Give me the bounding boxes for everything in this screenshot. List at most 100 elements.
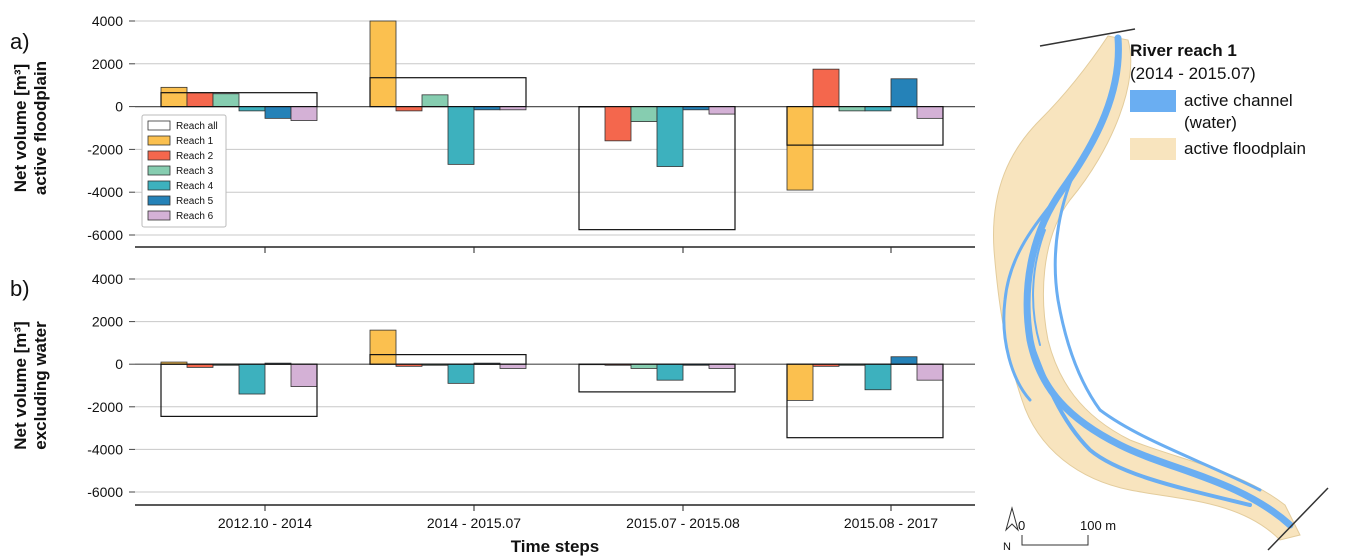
bar-reach-all bbox=[369, 354, 527, 365]
river-map: N0 100 m bbox=[992, 28, 1329, 553]
bar-reach-2 bbox=[395, 106, 423, 112]
bar-reach-3 bbox=[630, 363, 658, 369]
legend-swatch bbox=[147, 135, 171, 146]
bar-reach-2 bbox=[812, 68, 840, 108]
y-axis-label-line2: active floodplain bbox=[31, 61, 50, 195]
bar-reach-6 bbox=[290, 363, 318, 387]
bar-reach-6 bbox=[708, 106, 736, 115]
bar-reach-6 bbox=[916, 106, 944, 119]
y-axis-label-line2: excluding water bbox=[31, 321, 50, 450]
x-tick-label: 2012.10 - 2014 bbox=[218, 515, 312, 531]
panel-letter: a) bbox=[10, 29, 30, 54]
bar-reach-2 bbox=[604, 106, 632, 142]
panel-a: a) Net volume [m³] active floodplain 4000 20… bbox=[10, 13, 975, 253]
legend: Reach all Reach 1 Reach 2 Reach 3 Reach 4 Rea… bbox=[141, 114, 227, 228]
legend-label: Reach 4 bbox=[176, 181, 214, 192]
y-tick-label: 0 bbox=[115, 356, 123, 372]
bar-reach-3 bbox=[212, 93, 240, 108]
scale-end-label: 100 m bbox=[1080, 518, 1116, 533]
y-tick-label: -6000 bbox=[87, 484, 123, 500]
y-axis-label: Net volume [m³] bbox=[11, 64, 30, 192]
bar-reach-1 bbox=[786, 106, 814, 191]
channel-branch bbox=[1002, 188, 1064, 402]
x-tick-label: 2015.08 - 2017 bbox=[844, 515, 938, 531]
legend-swatch bbox=[147, 195, 171, 206]
bar-reach-4 bbox=[864, 363, 892, 391]
bar-reach-all bbox=[160, 92, 318, 108]
bar-reach-all bbox=[786, 105, 944, 146]
legend-label: Reach 2 bbox=[176, 151, 214, 162]
legend-swatch bbox=[147, 120, 171, 131]
y-tick-label: -2000 bbox=[87, 399, 123, 415]
bar-reach-4 bbox=[238, 363, 266, 395]
north-arrow-icon bbox=[1005, 506, 1019, 532]
channel-branch bbox=[1053, 158, 1102, 412]
floodplain-label: active floodplain bbox=[1184, 139, 1306, 158]
bar-reach-all bbox=[160, 363, 318, 417]
channel-branch bbox=[1032, 229, 1046, 346]
y-tick-label: -6000 bbox=[87, 227, 123, 243]
bar-reach-4 bbox=[447, 363, 475, 384]
map-legend-title: River reach 1 bbox=[1130, 41, 1237, 60]
bar-reach-all bbox=[578, 363, 736, 393]
legend-label: Reach 1 bbox=[176, 136, 214, 147]
y-tick-label: 4000 bbox=[92, 13, 123, 29]
bar-reach-all bbox=[578, 105, 736, 231]
y-axis-label: Net volume [m³] bbox=[11, 321, 30, 449]
bar-reach-4 bbox=[864, 106, 892, 112]
bar-reach-all bbox=[369, 77, 527, 108]
bar-reach-6 bbox=[499, 363, 527, 369]
bar-reach-1 bbox=[786, 363, 814, 401]
channel-label: active channel (water) bbox=[1184, 91, 1293, 132]
bar-reach-4 bbox=[656, 363, 684, 381]
bar-reach-1 bbox=[160, 86, 188, 107]
panel-letter: b) bbox=[10, 276, 30, 301]
bar-reach-4 bbox=[238, 106, 266, 112]
y-tick-label: 2000 bbox=[92, 314, 123, 330]
bar-reach-6 bbox=[290, 106, 318, 121]
y-tick-label: -4000 bbox=[87, 184, 123, 200]
x-tick-label: 2015.07 - 2015.08 bbox=[626, 515, 740, 531]
legend-swatch bbox=[147, 165, 171, 176]
legend-label: Reach 5 bbox=[176, 196, 214, 207]
x-tick-label: 2014 - 2015.07 bbox=[427, 515, 521, 531]
bar-reach-4 bbox=[447, 106, 475, 165]
legend-label: Reach all bbox=[176, 121, 218, 132]
bar-reach-1 bbox=[369, 329, 397, 365]
channel-swatch bbox=[1130, 90, 1176, 112]
y-tick-label: -2000 bbox=[87, 141, 123, 157]
scale-bar bbox=[1021, 535, 1089, 546]
map-legend-item-channel: active channel (water) bbox=[1130, 90, 1340, 134]
bar-reach-6 bbox=[708, 363, 736, 369]
y-tick-label: -4000 bbox=[87, 441, 123, 457]
bar-reach-2 bbox=[186, 92, 214, 108]
scale-start-label: 0 bbox=[1018, 518, 1025, 533]
x-axis-title: Time steps bbox=[511, 537, 600, 556]
map-legend-item-floodplain: active floodplain bbox=[1130, 138, 1340, 160]
floodplain-swatch bbox=[1130, 138, 1176, 160]
bar-reach-5 bbox=[890, 356, 918, 365]
map-legend: River reach 1 (2014 - 2015.07) active ch… bbox=[1130, 40, 1340, 160]
legend-swatch bbox=[147, 210, 171, 221]
bar-reach-5 bbox=[890, 78, 918, 107]
reach-boundary-downstream bbox=[1267, 487, 1329, 551]
panel-b: b) Net volume [m³] excluding water 4000 2000… bbox=[10, 271, 975, 556]
legend-label: Reach 3 bbox=[176, 166, 214, 177]
y-tick-label: 4000 bbox=[92, 271, 123, 287]
bar-reach-1 bbox=[369, 20, 397, 107]
bar-reach-3 bbox=[838, 106, 866, 112]
y-tick-label: 2000 bbox=[92, 56, 123, 72]
bar-reach-5 bbox=[264, 106, 292, 119]
legend-swatch bbox=[147, 150, 171, 161]
north-label: N bbox=[1003, 541, 1011, 553]
reach-boundary-upstream bbox=[1039, 28, 1136, 47]
legend-swatch bbox=[147, 180, 171, 191]
y-tick-label: 0 bbox=[115, 99, 123, 115]
bar-reach-4 bbox=[656, 106, 684, 167]
bar-reach-3 bbox=[421, 94, 449, 108]
bar-reach-6 bbox=[916, 363, 944, 381]
bar-reach-all bbox=[786, 363, 944, 439]
channel-branch bbox=[1028, 338, 1252, 507]
legend-label: Reach 6 bbox=[176, 211, 214, 222]
